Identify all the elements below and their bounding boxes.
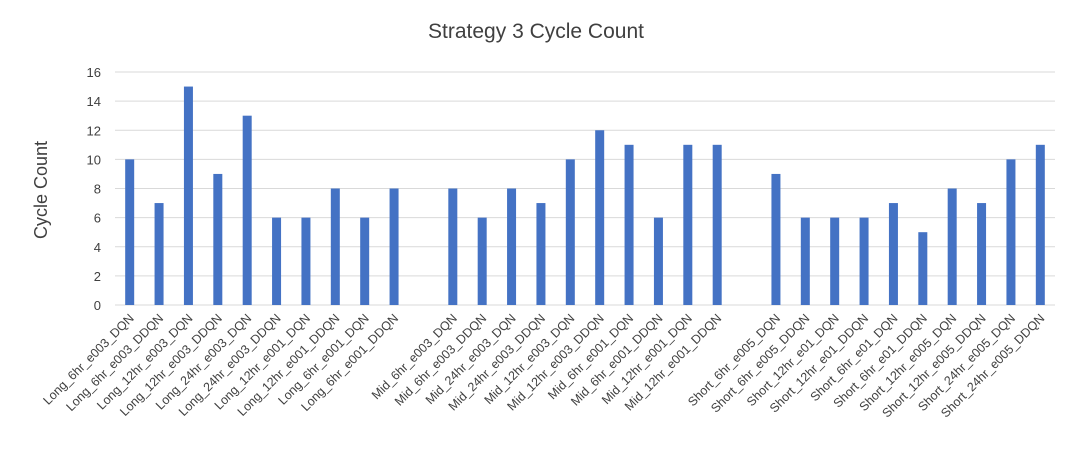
bar	[683, 144, 693, 305]
y-tick-label: 12	[87, 123, 101, 138]
bar	[507, 188, 517, 305]
bar	[389, 188, 399, 305]
y-tick-label: 6	[94, 211, 101, 226]
bar	[624, 144, 634, 305]
bar	[272, 217, 282, 305]
bar	[830, 217, 840, 305]
bar	[448, 188, 458, 305]
bar	[213, 173, 223, 305]
y-axis-label: Cycle Count	[31, 141, 51, 239]
x-axis-ticks: Long_6hr_e003_DQNLong_6hr_e003_DDQNLong_…	[40, 311, 1047, 420]
bar	[536, 203, 546, 305]
y-tick-label: 4	[94, 240, 101, 255]
bar	[918, 232, 928, 305]
y-axis-ticks: 0 2 4 6 8 10 12 14 16	[87, 65, 101, 313]
y-tick-label: 8	[94, 182, 101, 197]
bar	[712, 144, 722, 305]
gridlines	[115, 71, 1055, 306]
bar	[653, 217, 663, 305]
bar	[301, 217, 311, 305]
bars	[125, 86, 1045, 305]
y-tick-label: 16	[87, 65, 101, 80]
bar	[183, 86, 193, 305]
y-tick-label: 0	[94, 298, 101, 313]
bar	[242, 115, 252, 305]
bar	[565, 159, 575, 305]
bar	[595, 130, 605, 305]
bar	[888, 203, 898, 305]
bar	[947, 188, 957, 305]
bar	[800, 217, 810, 305]
chart-title: Strategy 3 Cycle Count	[428, 20, 644, 43]
bar	[859, 217, 869, 305]
bar	[360, 217, 370, 305]
y-tick-label: 10	[87, 152, 101, 167]
bar	[125, 159, 135, 305]
bar	[477, 217, 487, 305]
y-tick-label: 14	[87, 94, 101, 109]
bar	[1035, 144, 1045, 305]
bar	[1006, 159, 1016, 305]
bar	[771, 173, 781, 305]
bar	[154, 203, 164, 305]
y-tick-label: 2	[94, 269, 101, 284]
bar	[977, 203, 987, 305]
bar	[330, 188, 340, 305]
